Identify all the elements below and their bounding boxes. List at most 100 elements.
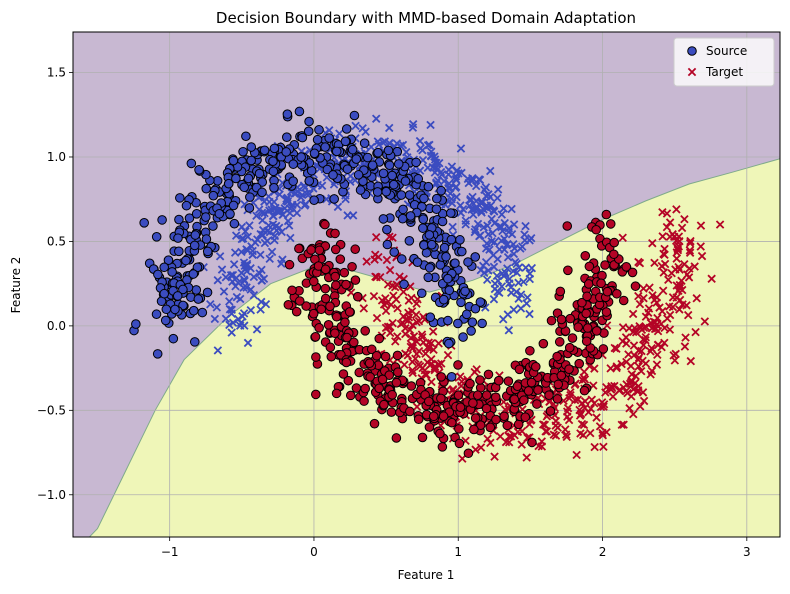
target-point-class0	[488, 250, 498, 260]
source-point-class0	[322, 164, 333, 175]
source-point-class1	[350, 244, 361, 255]
target-point-class0	[431, 179, 441, 189]
target-point-class0	[361, 127, 370, 136]
target-point-class0	[233, 278, 243, 288]
target-point-class0	[255, 205, 264, 214]
source-point-class1	[481, 403, 492, 414]
target-point-class1	[538, 420, 548, 429]
target-point-class1	[562, 432, 572, 442]
target-point-class1	[681, 333, 690, 342]
source-point-class0	[458, 332, 468, 342]
source-point-class1	[323, 320, 334, 330]
source-point-class0	[167, 267, 177, 277]
target-point-class0	[280, 204, 289, 213]
source-point-class0	[435, 260, 446, 270]
source-point-class0	[418, 223, 428, 233]
source-point-class1	[365, 372, 375, 382]
source-point-class0	[303, 126, 314, 137]
target-point-class0	[481, 183, 491, 192]
source-point-class1	[325, 342, 336, 353]
source-point-class0	[475, 297, 486, 307]
source-point-class1	[437, 442, 448, 452]
target-point-class0	[481, 191, 491, 201]
source-point-class0	[168, 333, 179, 344]
target-point-class0	[243, 338, 253, 348]
source-point-class0	[423, 181, 434, 192]
source-point-class0	[159, 288, 170, 299]
target-point-class1	[427, 359, 436, 369]
target-point-class0	[489, 207, 499, 216]
source-point-class0	[281, 132, 292, 142]
target-point-class1	[660, 338, 669, 348]
source-point-class0	[426, 239, 437, 250]
source-point-class1	[320, 264, 331, 275]
source-point-class1	[331, 388, 342, 399]
source-point-class1	[339, 267, 350, 278]
source-point-class1	[320, 283, 331, 294]
source-point-class0	[423, 272, 434, 283]
target-point-class0	[278, 255, 287, 264]
source-point-class0	[387, 170, 397, 181]
source-point-class1	[601, 307, 612, 317]
source-point-class0	[400, 176, 411, 186]
source-point-class0	[397, 213, 408, 224]
source-point-class1	[581, 308, 591, 319]
source-point-class1	[556, 314, 567, 325]
source-point-class1	[591, 224, 601, 235]
source-point-class0	[288, 159, 299, 169]
target-point-class0	[497, 282, 507, 291]
target-point-class0	[221, 273, 231, 282]
source-point-class0	[477, 318, 487, 329]
source-point-class0	[404, 190, 415, 200]
source-point-class0	[152, 349, 163, 359]
target-point-class1	[408, 366, 417, 375]
source-point-class1	[469, 424, 479, 435]
target-point-class1	[415, 362, 425, 371]
source-point-class0	[418, 214, 429, 225]
target-point-class0	[246, 285, 255, 294]
target-point-class0	[237, 234, 247, 244]
source-point-class1	[284, 259, 295, 270]
source-point-class1	[630, 281, 641, 291]
source-point-class1	[453, 390, 464, 401]
source-point-class1	[331, 311, 342, 322]
source-point-class1	[514, 364, 525, 375]
source-point-class0	[172, 291, 183, 301]
source-point-class1	[598, 344, 609, 354]
target-point-class1	[486, 438, 495, 448]
source-point-class0	[425, 312, 436, 323]
target-point-class1	[615, 386, 624, 395]
target-point-class0	[465, 201, 474, 211]
target-point-class0	[213, 346, 223, 355]
target-point-class1	[641, 312, 651, 321]
target-point-class1	[685, 238, 695, 248]
source-point-class1	[374, 383, 384, 394]
source-point-class1	[384, 370, 395, 380]
legend-source-circle	[687, 46, 697, 56]
target-point-class1	[650, 258, 659, 268]
target-point-class1	[483, 434, 492, 444]
target-point-class0	[226, 271, 236, 280]
source-point-class0	[201, 183, 212, 194]
source-point-class1	[423, 396, 434, 407]
source-point-class0	[412, 257, 423, 267]
target-point-class0	[525, 309, 534, 319]
source-point-class1	[371, 350, 382, 361]
source-point-class1	[360, 326, 370, 336]
source-point-class0	[191, 285, 202, 295]
source-point-class0	[189, 337, 200, 347]
target-point-class1	[707, 274, 716, 284]
target-point-class0	[490, 237, 499, 247]
source-point-class1	[581, 336, 592, 347]
target-point-class1	[697, 251, 707, 261]
target-point-class1	[659, 268, 668, 277]
target-point-class0	[467, 205, 476, 214]
target-point-class0	[225, 305, 235, 314]
target-point-class0	[296, 193, 306, 202]
target-point-class1	[638, 356, 647, 366]
target-point-class1	[667, 268, 676, 278]
source-point-class1	[582, 291, 592, 302]
target-point-class0	[225, 297, 234, 306]
target-point-class0	[243, 232, 253, 241]
target-point-class1	[576, 429, 585, 438]
